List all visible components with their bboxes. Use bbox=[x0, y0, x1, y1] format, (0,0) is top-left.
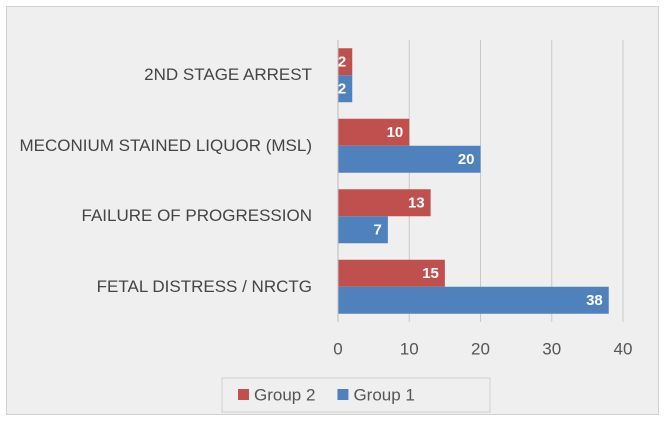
data-label: 38 bbox=[586, 292, 603, 309]
x-tick-label: 40 bbox=[614, 339, 633, 358]
data-label: 2 bbox=[338, 54, 346, 71]
x-tick-label: 30 bbox=[542, 339, 561, 358]
legend-label: Group 1 bbox=[353, 385, 414, 404]
bar bbox=[338, 189, 431, 217]
y-tick-label: FAILURE OF PROGRESSION bbox=[81, 206, 313, 226]
x-tick-label: 20 bbox=[471, 339, 490, 358]
bar bbox=[338, 48, 353, 76]
data-label: 10 bbox=[387, 124, 404, 141]
bar bbox=[338, 259, 445, 287]
legend-swatch bbox=[337, 389, 349, 400]
y-tick-label: FETAL DISTRESS / NRCTG bbox=[96, 276, 312, 296]
data-label: 15 bbox=[422, 265, 439, 282]
bar bbox=[338, 75, 353, 103]
data-label: 7 bbox=[374, 222, 382, 239]
x-tick-label: 10 bbox=[400, 339, 419, 358]
bar bbox=[338, 216, 388, 244]
legend-swatch bbox=[238, 389, 249, 400]
bar bbox=[338, 286, 609, 314]
legend-label: Group 2 bbox=[254, 385, 315, 404]
bar bbox=[338, 118, 410, 146]
data-label: 13 bbox=[408, 195, 425, 212]
data-label: 2 bbox=[338, 81, 346, 98]
y-tick-label: 2ND STAGE ARREST bbox=[144, 65, 312, 85]
bar bbox=[338, 145, 481, 173]
legend-box bbox=[221, 377, 491, 413]
data-label: 20 bbox=[458, 151, 475, 168]
y-tick-label: MECONIUM STAINED LIQUOR (MSL) bbox=[19, 135, 312, 155]
x-tick-label: 0 bbox=[333, 339, 342, 358]
chart-area bbox=[6, 6, 659, 415]
